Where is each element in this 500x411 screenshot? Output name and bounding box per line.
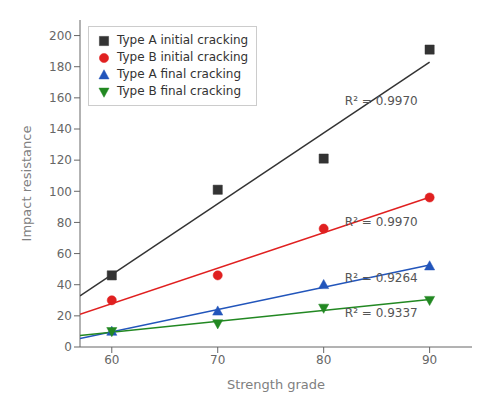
html-text:Type A final cracking: Type A final cracking — [117, 67, 242, 81]
svg-text:Impact resistance: Impact resistance — [19, 126, 34, 242]
html-text:Type B final cracking: Type B final cracking — [117, 84, 242, 98]
svg-text:140: 140 — [49, 122, 72, 136]
svg-text:160: 160 — [49, 91, 72, 105]
svg-text:120: 120 — [49, 153, 72, 167]
html-text:Type B initial cracking: Type B initial cracking — [117, 50, 249, 64]
svg-text:80: 80 — [316, 353, 331, 367]
svg-text:80: 80 — [57, 216, 72, 230]
svg-text:0: 0 — [64, 340, 72, 354]
svg-text:Strength grade: Strength grade — [227, 377, 325, 392]
svg-text:R² = 0.9970: R² = 0.9970 — [345, 215, 418, 229]
svg-text:180: 180 — [49, 60, 72, 74]
svg-text:70: 70 — [210, 353, 225, 367]
svg-text:R² = 0.9970: R² = 0.9970 — [345, 94, 418, 108]
svg-text:R² = 0.9337: R² = 0.9337 — [345, 306, 418, 320]
svg-text:100: 100 — [49, 185, 72, 199]
svg-text:200: 200 — [49, 29, 72, 43]
svg-text:40: 40 — [57, 278, 72, 292]
html-text:Type A initial cracking: Type A initial cracking — [117, 33, 249, 47]
svg-text:90: 90 — [422, 353, 437, 367]
svg-text:20: 20 — [57, 309, 72, 323]
svg-text:60: 60 — [104, 353, 119, 367]
svg-text:60: 60 — [57, 247, 72, 261]
svg-text:R² = 0.9264: R² = 0.9264 — [345, 271, 418, 285]
